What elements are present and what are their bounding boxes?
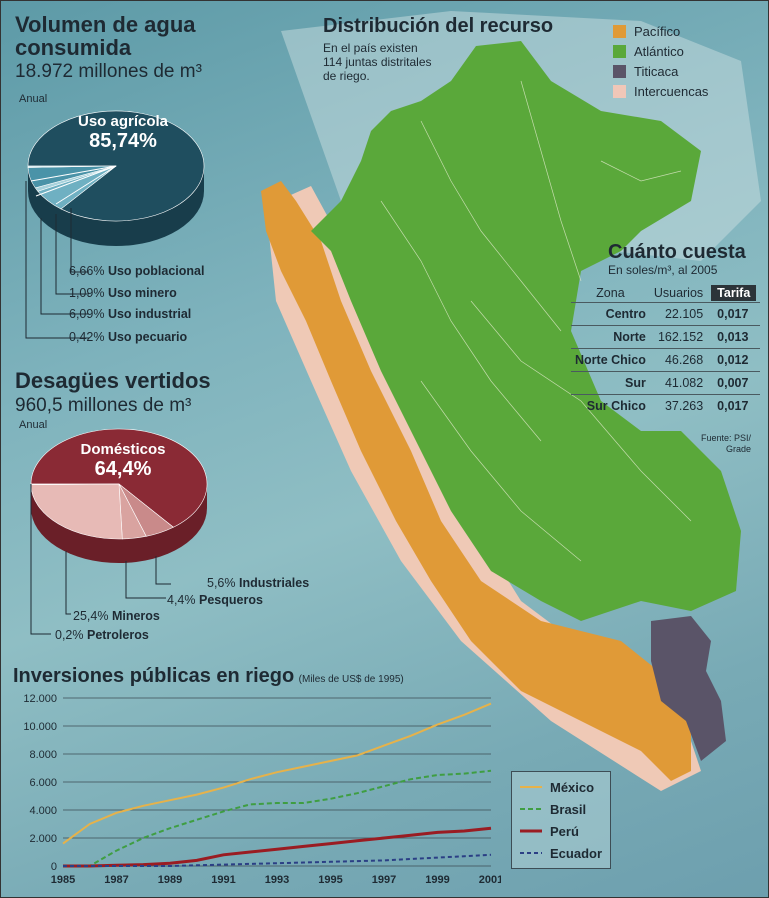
legend-item-mexico: México (520, 776, 602, 798)
waste-subtitle: 960,5 millones de m³ (15, 395, 192, 416)
water-item-2: 1,09% Uso minero (69, 286, 177, 300)
waste-item-1: 5,6% Industriales (207, 576, 310, 590)
distribution-note: En el país existen 114 juntas distritale… (323, 41, 432, 83)
legend-item-ecuador: Ecuador (520, 842, 602, 864)
y-tick-label: 8.000 (29, 749, 57, 761)
legend-item-atlantico: Atlántico (613, 41, 708, 61)
table-row: Sur Chico 37.263 0,017 (571, 394, 761, 417)
legend-item-peru: Perú (520, 820, 602, 842)
water-title-line1: Volumen de agua (15, 12, 196, 37)
water-main-label-group: Uso agrícola 85,74% (63, 113, 183, 153)
y-axis-ticks: 0 2.000 4.000 6.000 8.000 10.000 12.000 (23, 693, 57, 873)
cost-header-users: Usuarios (653, 286, 704, 300)
water-subtitle: 18.972 millones de m³ (15, 61, 202, 82)
series-line-méxico (62, 702, 492, 845)
legend-line-icon (520, 829, 542, 833)
x-tick-label: 1995 (318, 874, 342, 886)
cost-title: Cuánto cuesta (608, 241, 746, 263)
x-tick-label: 1997 (372, 874, 396, 886)
chart-grid (63, 697, 491, 867)
waste-item-3: 25,4% Mineros (73, 609, 160, 623)
x-tick-label: 1999 (425, 874, 449, 886)
water-callout-lines (25, 181, 89, 339)
x-tick-label: 1991 (211, 874, 235, 886)
legend-line-icon (520, 808, 542, 810)
waste-pie-slices (30, 428, 208, 540)
map-region-pacifico (261, 181, 691, 781)
x-tick-label: 2001 (479, 874, 501, 886)
water-item-4: 0,42% Uso pecuario (69, 330, 188, 344)
table-row: Norte Chico 46.268 0,012 (571, 348, 761, 372)
cost-subtitle: En soles/m³, al 2005 (608, 263, 718, 277)
legend-swatch (613, 64, 626, 78)
map-region-atlantico (311, 41, 741, 621)
table-row: Centro 22.105 0,017 (571, 302, 761, 326)
water-item-1: 6,66% Uso poblacional (69, 264, 205, 278)
legend-swatch (613, 84, 626, 98)
water-leader-lines (30, 165, 117, 205)
legend-line-icon (520, 852, 542, 854)
cost-table: Zona Usuarios Tarifa Centro 22.105 0,017 N… (571, 284, 761, 417)
legend-line-icon (520, 786, 542, 788)
investment-subtitle: (Miles de US$ de 1995) (298, 674, 404, 685)
y-tick-label: 2.000 (29, 833, 57, 845)
distribution-legend: Pacífico Atlántico Titicaca Intercuencas (613, 21, 708, 101)
chart-series (62, 702, 492, 868)
y-tick-label: 12.000 (23, 693, 57, 705)
legend-swatch (613, 24, 626, 38)
cost-source: Fuente: PSI/ Grade (701, 433, 752, 454)
water-title-line2: consumida (15, 35, 132, 60)
water-period: Anual (19, 93, 48, 105)
map-region-titicaca (651, 616, 726, 761)
water-item-3: 6,09% Uso industrial (69, 307, 192, 321)
waste-period: Anual (19, 419, 48, 431)
pie-slice (27, 165, 117, 168)
water-pie-chart (25, 110, 205, 339)
pie-slice (30, 483, 123, 540)
water-main-value: 85,74% (89, 130, 157, 152)
legend-item-brasil: Brasil (520, 798, 602, 820)
waste-title: Desagües vertidos (15, 368, 211, 393)
investment-title-group: Inversiones públicas en riego (Miles de … (13, 665, 404, 688)
waste-pie-chart (30, 428, 208, 635)
x-axis-ticks: 1985 1987 1989 1991 1993 1995 1997 1999 2001 (51, 874, 501, 886)
investment-title: Inversiones públicas en riego (13, 665, 295, 687)
table-row: Sur 41.082 0,007 (571, 371, 761, 395)
x-tick-label: 1993 (265, 874, 289, 886)
table-row: Norte 162.152 0,013 (571, 325, 761, 349)
cost-header-tariff: Tarifa (707, 284, 760, 303)
x-tick-label: 1985 (51, 874, 75, 886)
y-tick-label: 0 (51, 861, 57, 873)
series-line-perú (63, 826, 492, 868)
y-tick-label: 4.000 (29, 805, 57, 817)
y-tick-label: 10.000 (23, 721, 57, 733)
series-line-ecuador (63, 853, 492, 867)
series-line-brasil (63, 769, 492, 867)
waste-callout-lines (30, 484, 171, 635)
waste-main-label: Domésticos (80, 441, 166, 458)
waste-item-2: 4,4% Pesqueros (167, 593, 263, 607)
cost-table-wrapper: Zona Usuarios Tarifa Centro 22.105 0,017 N… (571, 284, 761, 417)
investment-legend: México Brasil Perú Ecuador (511, 771, 612, 869)
waste-main-label-group: Domésticos 64,4% (63, 441, 183, 481)
waste-main-value: 64,4% (94, 458, 152, 480)
x-tick-label: 1989 (158, 874, 182, 886)
legend-item-pacifico: Pacífico (613, 21, 708, 41)
peru-map (261, 11, 761, 791)
legend-swatch (613, 44, 626, 58)
cost-header-zone: Zona (596, 286, 625, 300)
legend-item-intercuencas: Intercuencas (613, 81, 708, 101)
waste-item-4: 0,2% Petroleros (55, 628, 149, 642)
water-main-label: Uso agrícola (77, 113, 169, 130)
legend-item-titicaca: Titicaca (613, 61, 708, 81)
x-tick-label: 1987 (104, 874, 128, 886)
y-tick-label: 6.000 (29, 777, 57, 789)
pie-slice (30, 428, 208, 528)
cost-header-row: Zona Usuarios Tarifa (571, 284, 760, 303)
distribution-title: Distribución del recurso (323, 15, 554, 37)
